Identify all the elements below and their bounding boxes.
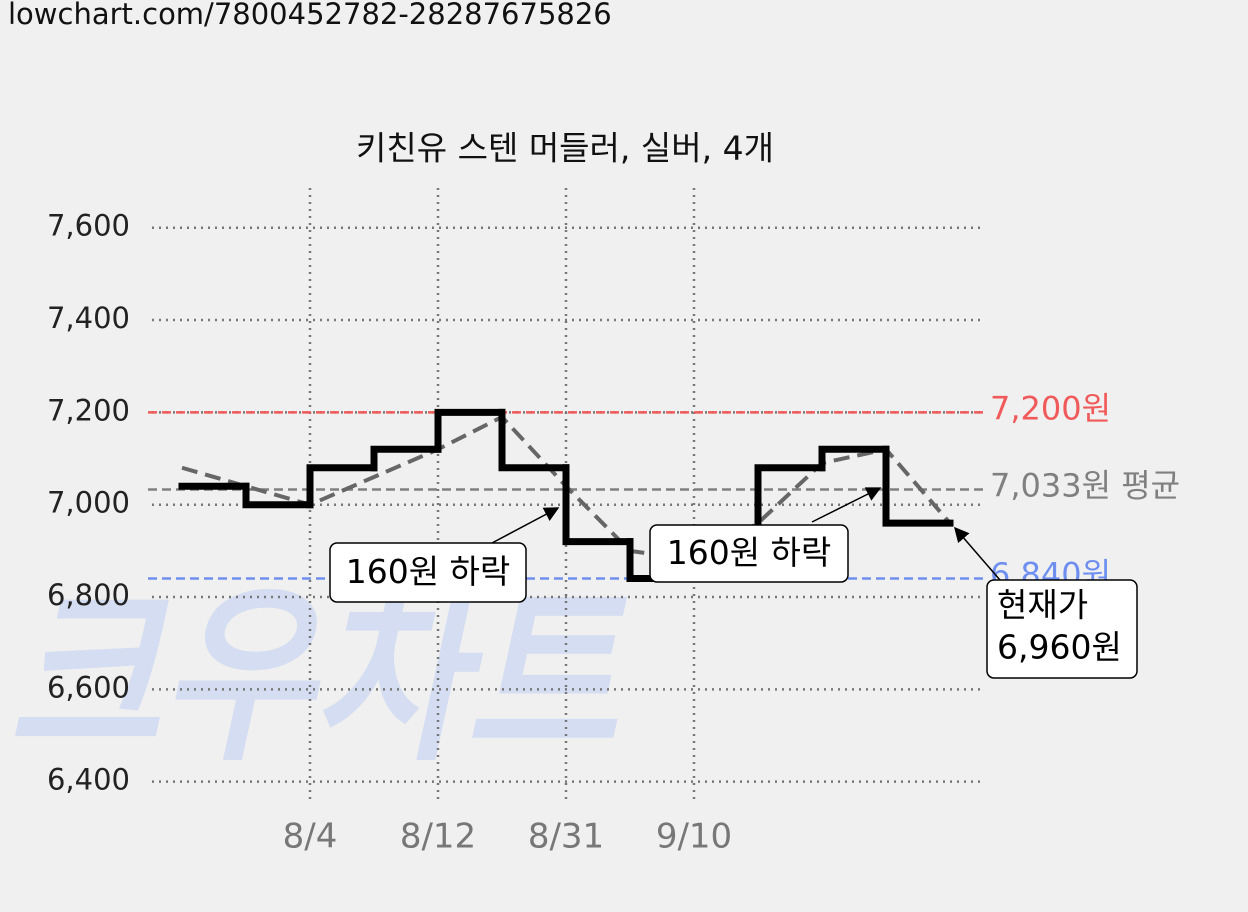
url: lowchart.com/7800452782-28287675826 xyxy=(8,0,612,31)
y-tick-label: 7,600 xyxy=(47,209,130,243)
annotation-box xyxy=(649,524,849,583)
price-step xyxy=(562,464,634,546)
price-step xyxy=(370,445,442,472)
x-tick-label: 8/31 xyxy=(528,817,604,857)
annotation-text: 160원 하락 xyxy=(667,533,832,572)
x-tick-label: 8/12 xyxy=(400,817,476,857)
y-tick-label: 7,000 xyxy=(47,486,130,520)
price-step xyxy=(242,482,314,509)
price-step xyxy=(306,464,378,509)
annotation-arrow xyxy=(954,526,1001,581)
watermark: 크우차트 xyxy=(8,566,628,787)
price-step xyxy=(818,445,890,472)
annotation-arrow xyxy=(811,487,882,523)
annotation-box xyxy=(329,542,527,603)
price-step xyxy=(434,408,506,453)
reference-label: 7,200원 xyxy=(990,389,1111,427)
price-step xyxy=(498,408,570,472)
y-tick-label: 6,600 xyxy=(47,670,130,704)
chart-title: 키친유 스텐 머들러, 실버, 4개 xyxy=(356,129,774,168)
current-text: 6,960원 xyxy=(997,628,1122,667)
current-text: 현재가 xyxy=(997,586,1088,625)
annotation-text: 160원 하락 xyxy=(346,552,511,591)
y-tick-label: 6,800 xyxy=(47,578,130,612)
x-tick-label: 8/4 xyxy=(283,817,338,857)
y-tick-label: 6,400 xyxy=(47,763,130,797)
annotation-arrow xyxy=(491,507,560,544)
price-step xyxy=(882,445,954,527)
y-tick-label: 7,200 xyxy=(47,393,130,427)
current-box xyxy=(986,579,1138,679)
y-tick-label: 7,400 xyxy=(47,301,130,335)
x-tick-label: 9/10 xyxy=(656,817,732,857)
reference-label: 7,033원 평균 xyxy=(990,466,1180,504)
